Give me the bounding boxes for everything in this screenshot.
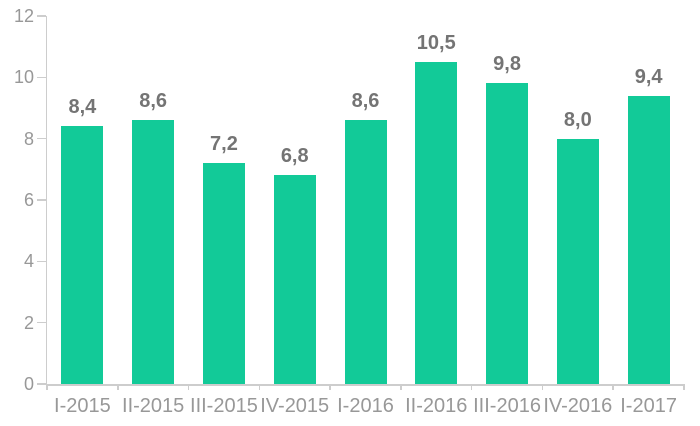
y-tick-label: 0 — [23, 374, 34, 394]
y-tick-label: 4 — [23, 251, 34, 272]
x-tick-label: III-2016 — [473, 395, 541, 417]
y-tick-mark — [37, 76, 46, 79]
y-axis-line — [45, 16, 47, 386]
x-tick-mark — [612, 384, 614, 390]
bar-value-label: 9,4 — [634, 65, 663, 88]
y-tick-mark — [37, 383, 46, 385]
bar-value-label: 9,8 — [493, 53, 521, 76]
x-tick-label: II-2016 — [405, 395, 468, 417]
x-tick-label: II-2015 — [122, 395, 185, 417]
y-tick-mark — [37, 260, 46, 263]
x-tick-mark — [258, 384, 261, 390]
x-tick-label: IV-2015 — [260, 395, 330, 417]
bar — [415, 62, 458, 384]
y-tick-mark — [37, 137, 46, 140]
y-tick-label: 2 — [23, 312, 34, 333]
bar-value-label: 6,8 — [280, 145, 309, 168]
x-tick-mark — [46, 384, 48, 390]
y-tick-mark — [37, 321, 46, 324]
y-tick-label: 6 — [23, 190, 34, 210]
x-axis-line — [45, 384, 684, 386]
x-tick-label: IV-2016 — [543, 395, 613, 417]
bar — [132, 120, 175, 384]
x-tick-label: I-2015 — [54, 395, 111, 417]
bar-value-label: 8,6 — [139, 90, 168, 113]
bar — [61, 126, 104, 384]
y-tick-mark — [37, 15, 46, 17]
bar — [202, 163, 245, 384]
x-tick-label: III-2015 — [190, 395, 258, 417]
bar-value-label: 8,4 — [68, 96, 97, 119]
y-tick-label: 12 — [13, 6, 34, 26]
bar-value-label: 8,0 — [563, 108, 592, 131]
x-tick-label: I-2016 — [337, 395, 394, 417]
bar — [273, 175, 316, 384]
x-tick-mark — [187, 384, 190, 390]
bar — [627, 95, 670, 384]
x-tick-label: I-2017 — [620, 395, 677, 417]
y-tick-label: 8 — [23, 128, 34, 149]
bar-value-label: 7,2 — [210, 133, 238, 156]
bar-value-label: 10,5 — [416, 32, 456, 54]
x-tick-mark — [117, 384, 119, 390]
y-tick-mark — [37, 199, 46, 201]
bar — [486, 83, 529, 384]
x-tick-mark — [683, 384, 685, 390]
x-tick-mark — [541, 384, 544, 390]
bar — [556, 138, 599, 384]
x-tick-mark — [400, 384, 402, 390]
bar — [344, 120, 387, 384]
y-tick-label: 10 — [13, 67, 34, 88]
x-tick-mark — [470, 384, 473, 390]
bar-value-label: 8,6 — [351, 90, 380, 113]
x-tick-mark — [329, 384, 331, 390]
